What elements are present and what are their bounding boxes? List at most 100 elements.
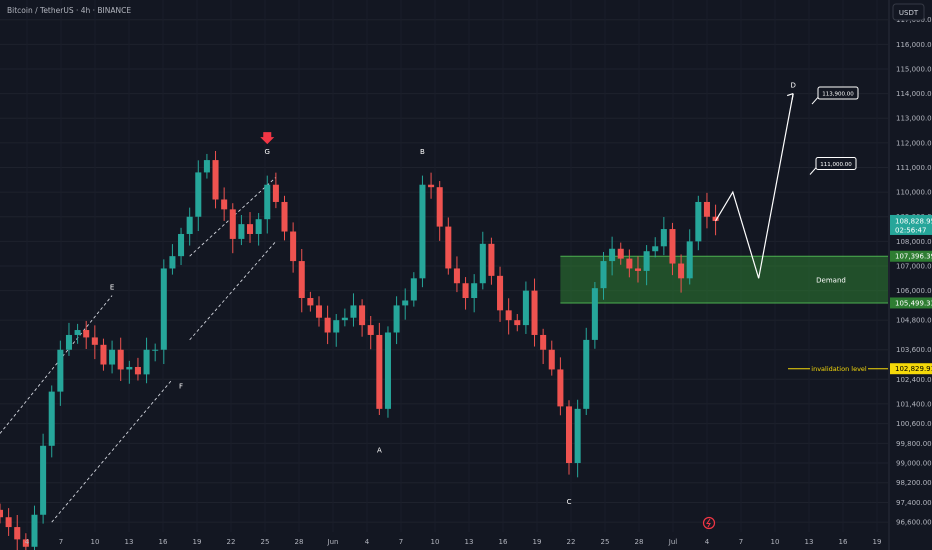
y-tick-label: 115,000.00 — [896, 65, 932, 73]
candle-body — [557, 369, 564, 407]
candle-body — [324, 317, 331, 333]
y-tick-label: 101,400.00 — [896, 400, 932, 408]
candle-body — [522, 290, 529, 326]
candle-body — [471, 283, 478, 299]
lightning-bolt-icon — [706, 518, 711, 528]
candle-body — [660, 229, 667, 247]
candle-body — [445, 226, 452, 269]
wave-label: D — [790, 82, 795, 90]
y-tick-label: 104,800.00 — [896, 317, 932, 325]
symbol-title: Bitcoin / TetherUS · 4h · BINANCE — [7, 6, 131, 15]
price-tag-text: 105,499.33 — [895, 299, 932, 307]
x-tick-label: Jul — [668, 538, 678, 546]
target-label: 113,900.00 — [822, 92, 854, 98]
price-tag-text: 102,829.91 — [895, 365, 932, 373]
x-tick-label: 4 — [365, 538, 370, 546]
candle-body — [652, 246, 659, 252]
candle-body — [169, 256, 176, 269]
candle-body — [203, 160, 210, 173]
price-tag-box — [890, 214, 932, 235]
candle-body — [229, 209, 236, 239]
currency-label: USDT — [899, 9, 919, 17]
wave-label: E — [110, 284, 114, 292]
projection-path — [715, 93, 794, 279]
x-tick-label: 13 — [805, 538, 814, 546]
candle-body — [74, 330, 81, 335]
candle-body — [221, 199, 228, 210]
candle-body — [117, 349, 124, 370]
y-tick-label: 106,000.00 — [896, 287, 932, 295]
candle-body — [419, 184, 426, 279]
candle-body — [264, 184, 271, 220]
x-tick-label: 7 — [739, 538, 743, 546]
wave-label: B — [420, 148, 425, 156]
candle-body — [0, 509, 4, 518]
candle-body — [384, 332, 391, 409]
candle-body — [315, 305, 323, 318]
x-tick-label: 22 — [227, 538, 236, 546]
y-tick-label: 116,000.00 — [896, 41, 932, 49]
candle-body — [178, 233, 185, 257]
y-tick-label: 96,600.00 — [896, 519, 932, 527]
wave-label: C — [567, 498, 572, 506]
x-tick-label: 16 — [499, 538, 508, 546]
target-box — [815, 156, 857, 170]
target-labels: 113,900.00 111,000.00 — [809, 86, 859, 175]
x-tick-label: 22 — [567, 538, 576, 546]
time-axis-labels: 4 7 10 13 16 19 22 25 28 Jun 4 7 10 13 16 19 22 25 28 Jul 4 7… — [25, 538, 882, 546]
candle-body — [531, 290, 538, 335]
candle-body — [22, 539, 29, 547]
candle-body — [393, 305, 400, 333]
projection-line — [715, 93, 794, 279]
invalidation-label: invalidation level — [811, 365, 867, 373]
y-tick-label: 99,000.00 — [896, 460, 932, 468]
candle-body — [126, 366, 133, 370]
y-tick-label: 110,000.00 — [896, 189, 932, 197]
candle-body — [212, 160, 219, 200]
y-tick-label: 103,600.00 — [896, 346, 932, 354]
candle-body — [333, 320, 340, 333]
candle-body — [453, 268, 460, 284]
candle-body — [626, 258, 633, 269]
x-tick-label: 28 — [295, 538, 304, 546]
channel-line — [51, 379, 173, 523]
candle-body — [152, 349, 159, 351]
x-tick-label: 13 — [465, 538, 474, 546]
price-tag-text: 107,396.39 — [895, 253, 932, 261]
candle-body — [109, 349, 116, 365]
target-label: 111,000.00 — [820, 162, 852, 168]
y-tick-label: 107,000.00 — [896, 263, 932, 271]
candle-body — [195, 172, 202, 217]
candle-body — [436, 187, 443, 227]
candle-body — [505, 310, 512, 321]
lightning-icon[interactable] — [702, 516, 716, 530]
candle-body — [341, 317, 348, 321]
candle-body — [591, 288, 598, 340]
candle-body — [238, 224, 245, 239]
x-tick-label: 7 — [399, 538, 403, 546]
price-axis[interactable] — [889, 0, 932, 550]
x-tick-label: 10 — [771, 538, 780, 546]
candle-body — [712, 216, 719, 221]
candle-body — [428, 184, 435, 188]
y-tick-label: 98,200.00 — [896, 479, 932, 487]
channel-line — [189, 177, 277, 257]
wave-label: A — [377, 446, 382, 454]
x-tick-label: 10 — [431, 538, 440, 546]
currency-button[interactable] — [892, 3, 925, 21]
candle-body — [5, 517, 12, 528]
candle-body — [367, 325, 374, 335]
countdown-text: 02:56:47 — [895, 226, 926, 234]
candle-body — [65, 334, 72, 350]
demand-zone-label: Demand — [816, 277, 846, 285]
candle-body — [678, 263, 685, 279]
price-tag-box — [890, 250, 932, 262]
x-tick-label: 4 — [705, 538, 710, 546]
candle-body — [643, 251, 650, 271]
x-tick-label: 19 — [193, 538, 202, 546]
y-tick-label: 112,000.00 — [896, 139, 932, 147]
candle-body — [488, 243, 495, 276]
candle-body — [609, 248, 616, 262]
